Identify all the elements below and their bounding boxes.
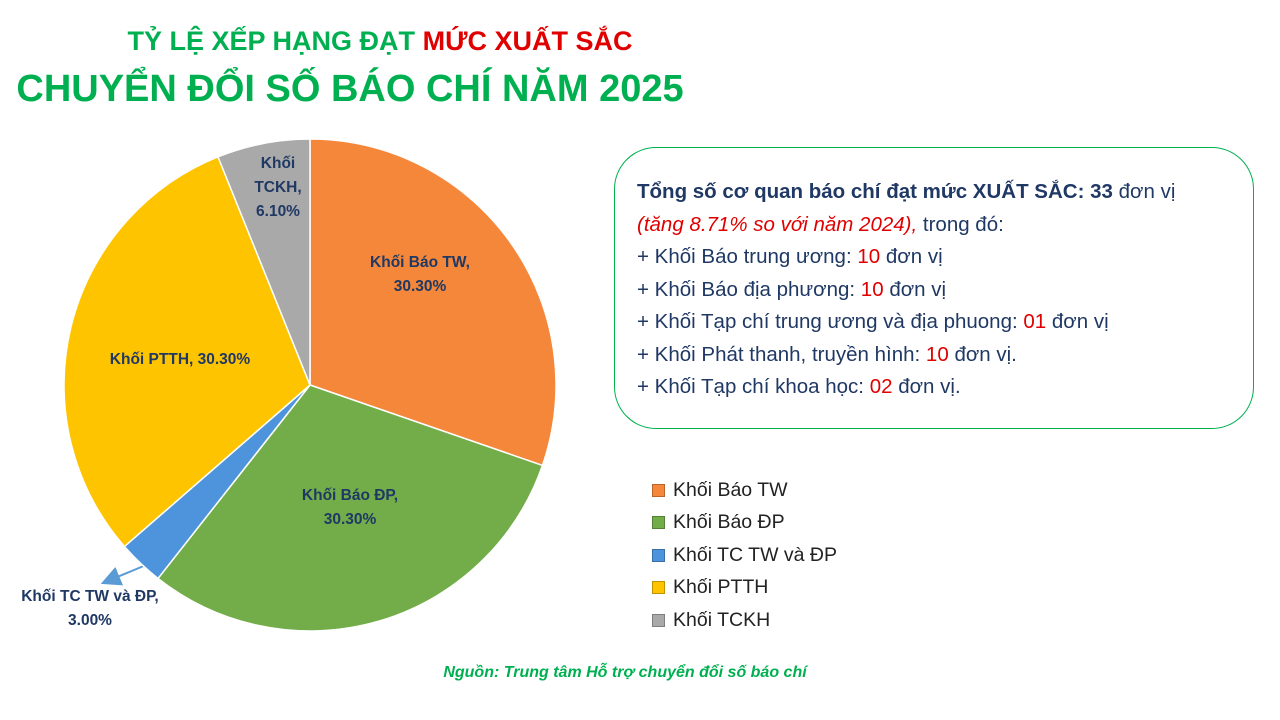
item-unit: đơn vị: [1051, 310, 1109, 333]
legend-label: Khối Báo ĐP: [673, 511, 785, 534]
summary-item: + Khối Tạp chí khoa học: 02 đơn vị.: [637, 371, 1253, 404]
summary-unit: đơn vị: [1118, 180, 1176, 203]
legend-label: Khối Báo TW: [673, 478, 788, 501]
item-text: + Khối Tạp chí khoa học:: [637, 375, 864, 398]
item-count: 02: [869, 375, 893, 398]
item-text: + Khối Phát thanh, truyền hình:: [637, 342, 921, 366]
summary-heading: Tổng số cơ quan báo chí đạt mức XUẤT SẮC…: [637, 180, 1113, 203]
title-text: TỶ LỆ XẾP HẠNG ĐẠT: [127, 26, 416, 56]
summary-item: + Khối Báo địa phương: 10 đơn vị: [637, 274, 1253, 307]
legend-label: Khối TC TW và ĐP: [673, 543, 837, 566]
pie-chart: [63, 138, 557, 632]
legend-swatch: [652, 516, 665, 530]
item-count: 10: [857, 245, 881, 268]
summary-box: Tổng số cơ quan báo chí đạt mức XUẤT SẮC…: [614, 147, 1254, 429]
legend-label: Khối PTTH: [673, 576, 769, 599]
legend-item: Khối TCKH: [652, 604, 837, 637]
summary-item: + Khối Tạp chí trung ương và địa phuong:…: [637, 306, 1253, 339]
summary-items: + Khối Báo trung ương: 10 đơn vị + Khối B…: [637, 241, 1253, 404]
data-label: Khối TCKH, 6.10%: [254, 154, 302, 221]
item-unit: đơn vị.: [954, 342, 1017, 366]
item-unit: đơn vị: [885, 245, 943, 268]
summary-line: (tăng 8.71% so với năm 2024), trong đó:: [637, 209, 1253, 242]
source: Nguồn: Trung tâm Hỗ trợ chuyển đổi số bá…: [443, 664, 807, 681]
pie-slice: [156, 384, 544, 632]
legend-swatch: [652, 581, 665, 595]
item-text: + Khối Báo địa phương:: [637, 277, 856, 301]
summary-item: + Khối Phát thanh, truyền hình: 10 đơn v…: [637, 339, 1253, 372]
pie-slice: [63, 155, 311, 548]
summary-line: Tổng số cơ quan báo chí đạt mức XUẤT SẮC…: [637, 176, 1253, 209]
legend-item: Khối Báo ĐP: [652, 507, 837, 540]
item-text: + Khối Tạp chí trung ương và địa phuong:: [637, 310, 1018, 333]
data-label: Khối Báo TW, 30.30%: [370, 253, 470, 295]
item-unit: đơn vị: [889, 277, 947, 301]
legend: Khối Báo TW Khối Báo ĐP Khối TC TW và ĐP Kh…: [652, 474, 837, 637]
data-label: Khối Báo ĐP, 30.30%: [301, 486, 399, 528]
data-label: Khối TC TW và ĐP, 3.00%: [21, 587, 159, 629]
legend-swatch: [652, 613, 665, 627]
item-unit: đơn vị.: [898, 375, 961, 398]
legend-item: Khối Báo TW: [652, 474, 837, 507]
item-count: 10: [925, 342, 949, 366]
legend-label: Khối TCKH: [673, 608, 771, 631]
title: TỶ LỆ XẾP HẠNG ĐẠT MỨC XUẤT SẮC: [0, 26, 760, 57]
data-label: Khối PTTH, 30.30%: [109, 350, 251, 368]
legend-item: Khối TC TW và ĐP: [652, 539, 837, 572]
legend-swatch: [652, 548, 665, 562]
title-highlight: MỨC XUẤT SẮC: [422, 26, 633, 56]
summary-note: (tăng 8.71% so với năm 2024),: [637, 212, 918, 236]
item-count: 01: [1023, 310, 1047, 333]
legend-swatch: [652, 483, 665, 497]
pie-slice: [309, 138, 557, 467]
summary-note-tail: trong đó:: [922, 212, 1004, 236]
summary-item: + Khối Báo trung ương: 10 đơn vị: [637, 241, 1253, 274]
pie-slice: [217, 138, 311, 386]
item-text: + Khối Báo trung ương:: [637, 245, 852, 268]
item-count: 10: [860, 277, 884, 301]
legend-item: Khối PTTH: [652, 572, 837, 605]
subtitle: CHUYỂN ĐỔI SỐ BÁO CHÍ NĂM 2025: [16, 68, 684, 110]
